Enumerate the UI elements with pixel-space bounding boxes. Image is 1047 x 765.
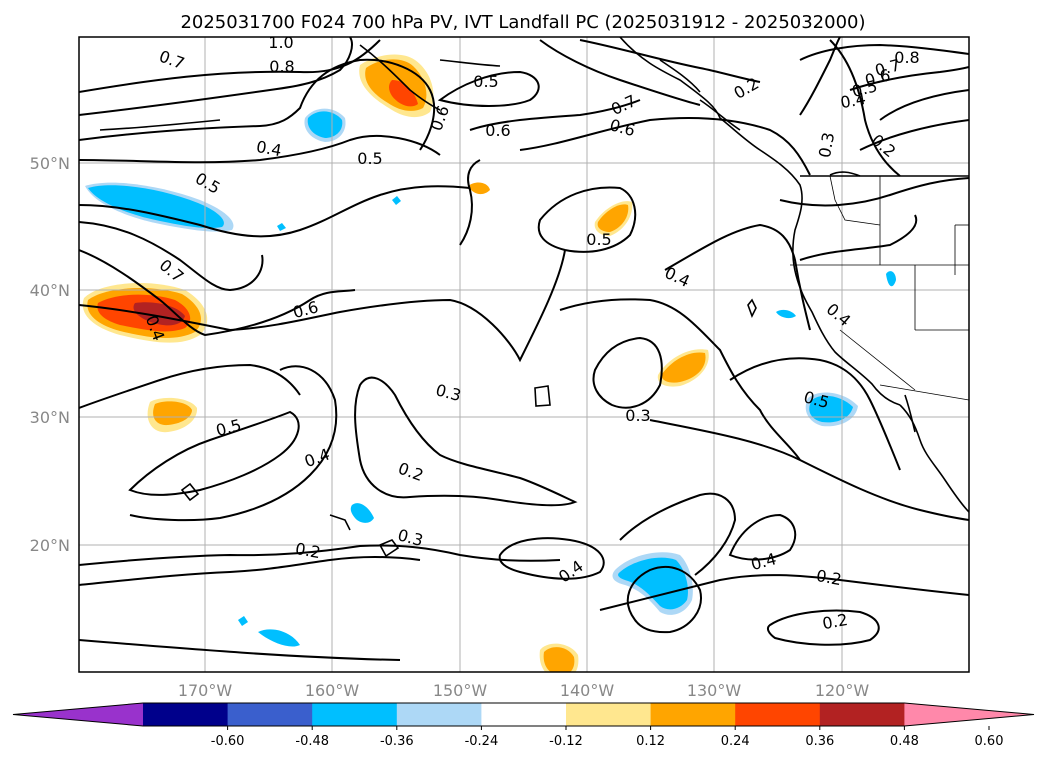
contour-label: 0.3: [815, 131, 838, 159]
positive-anomaly-shading: [82, 54, 709, 672]
lon-label-120w: 120°W: [815, 681, 870, 700]
longitude-labels: 170°W 160°W 150°W 140°W 130°W 120°W: [178, 681, 870, 700]
contour-label: 0.5: [586, 230, 611, 249]
coastlines: [99, 37, 969, 558]
lat-label-50n: 50°N: [30, 154, 70, 173]
lon-label-160w: 160°W: [305, 681, 360, 700]
lon-label-140w: 140°W: [560, 681, 615, 700]
lat-label-20n: 20°N: [30, 536, 70, 555]
contour-label: 0.8: [269, 57, 294, 76]
latitude-labels: 50°N 40°N 30°N 20°N: [30, 154, 70, 555]
colorbar-tick-label: -0.36: [380, 734, 414, 749]
colorbar: -0.60 -0.48 -0.36 -0.24 -0.12 0.12 0.24 0.36 0.4…: [12, 702, 1035, 749]
colorbar-segment: [566, 703, 652, 726]
lon-label-150w: 150°W: [433, 681, 488, 700]
colorbar-tick-label: -0.48: [295, 734, 329, 749]
contour-label: 0.6: [485, 121, 510, 140]
colorbar-segment: [735, 703, 821, 726]
lon-label-130w: 130°W: [687, 681, 742, 700]
colorbar-tick-label: -0.12: [549, 734, 583, 749]
colorbar-tick-label: 0.60: [975, 734, 1004, 749]
colorbar-tick-label: -0.24: [465, 734, 499, 749]
colorbar-segment: [227, 703, 313, 726]
graticule: [79, 37, 969, 672]
lat-label-30n: 30°N: [30, 408, 70, 427]
contour-label: 0.5: [473, 72, 498, 91]
contour-label: 0.4: [839, 89, 867, 112]
contour-label: 0.2: [294, 539, 322, 562]
colorbar-tick-label: 0.36: [805, 734, 834, 749]
map-area: 1.0 0.7 0.8 0.5 0.6 0.4 0.5 0.5 0.6 0.7 …: [79, 33, 969, 672]
contour-label: 0.2: [821, 610, 849, 633]
contour-label: 0.5: [357, 149, 382, 168]
borders: [790, 175, 969, 401]
colorbar-segment: [143, 703, 229, 726]
colorbar-tick-label: 0.12: [636, 734, 665, 749]
contour-label: 1.0: [268, 33, 293, 52]
contour-label: 0.3: [625, 406, 650, 425]
colorbar-tick-label: 0.48: [890, 734, 919, 749]
colorbar-segment: [650, 703, 736, 726]
figure-title: 2025031700 F024 700 hPa PV, IVT Landfall…: [180, 12, 865, 33]
contour-label: 0.4: [255, 137, 283, 160]
map-frame: [78, 36, 970, 673]
colorbar-extend-low: [13, 703, 143, 726]
colorbar-outline: [12, 702, 1035, 727]
pv-contours: [79, 37, 969, 661]
lat-label-40n: 40°N: [30, 281, 70, 300]
contour-label: 0.2: [815, 566, 843, 589]
colorbar-tick-label: -0.60: [211, 734, 245, 749]
colorbar-tick-label: 0.24: [721, 734, 750, 749]
colorbar-segment: [312, 703, 398, 726]
colorbar-segment: [481, 703, 567, 726]
lon-label-170w: 170°W: [178, 681, 233, 700]
colorbar-extend-high: [904, 703, 1034, 726]
colorbar-segment: [396, 703, 482, 726]
contour-label: 0.8: [894, 48, 919, 67]
colorbar-segment: [819, 703, 905, 726]
